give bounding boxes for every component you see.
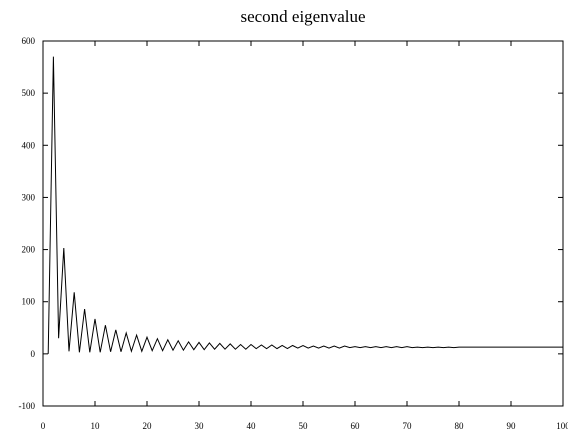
x-tick-label: 90 <box>507 421 517 431</box>
y-tick-label: 600 <box>22 36 36 46</box>
series-layer <box>47 56 563 354</box>
y-tick-label: 100 <box>22 297 36 307</box>
x-tick-label: 40 <box>247 421 257 431</box>
x-tick-label: 70 <box>403 421 413 431</box>
x-tick-label: 60 <box>351 421 361 431</box>
y-tick-label: 200 <box>22 245 36 255</box>
x-tick-label: 20 <box>143 421 153 431</box>
chart-title: second eigenvalue <box>240 7 365 26</box>
y-axis: -100 0 100 200 300 400 500 600 <box>19 36 563 411</box>
x-tick-label: 30 <box>195 421 205 431</box>
x-tick-label: 50 <box>299 421 309 431</box>
y-tick-label: -100 <box>19 401 36 411</box>
y-tick-label: 300 <box>22 192 36 202</box>
x-tick-label: 80 <box>455 421 465 431</box>
y-tick-label: 0 <box>31 349 36 359</box>
series-line <box>47 56 563 354</box>
y-tick-label: 500 <box>22 88 36 98</box>
x-tick-label: 0 <box>41 421 46 431</box>
x-tick-label: 10 <box>91 421 101 431</box>
x-axis: 0 10 20 30 40 50 60 70 80 90 100 <box>41 41 568 431</box>
y-tick-label: 400 <box>22 140 36 150</box>
x-tick-label: 100 <box>556 421 568 431</box>
